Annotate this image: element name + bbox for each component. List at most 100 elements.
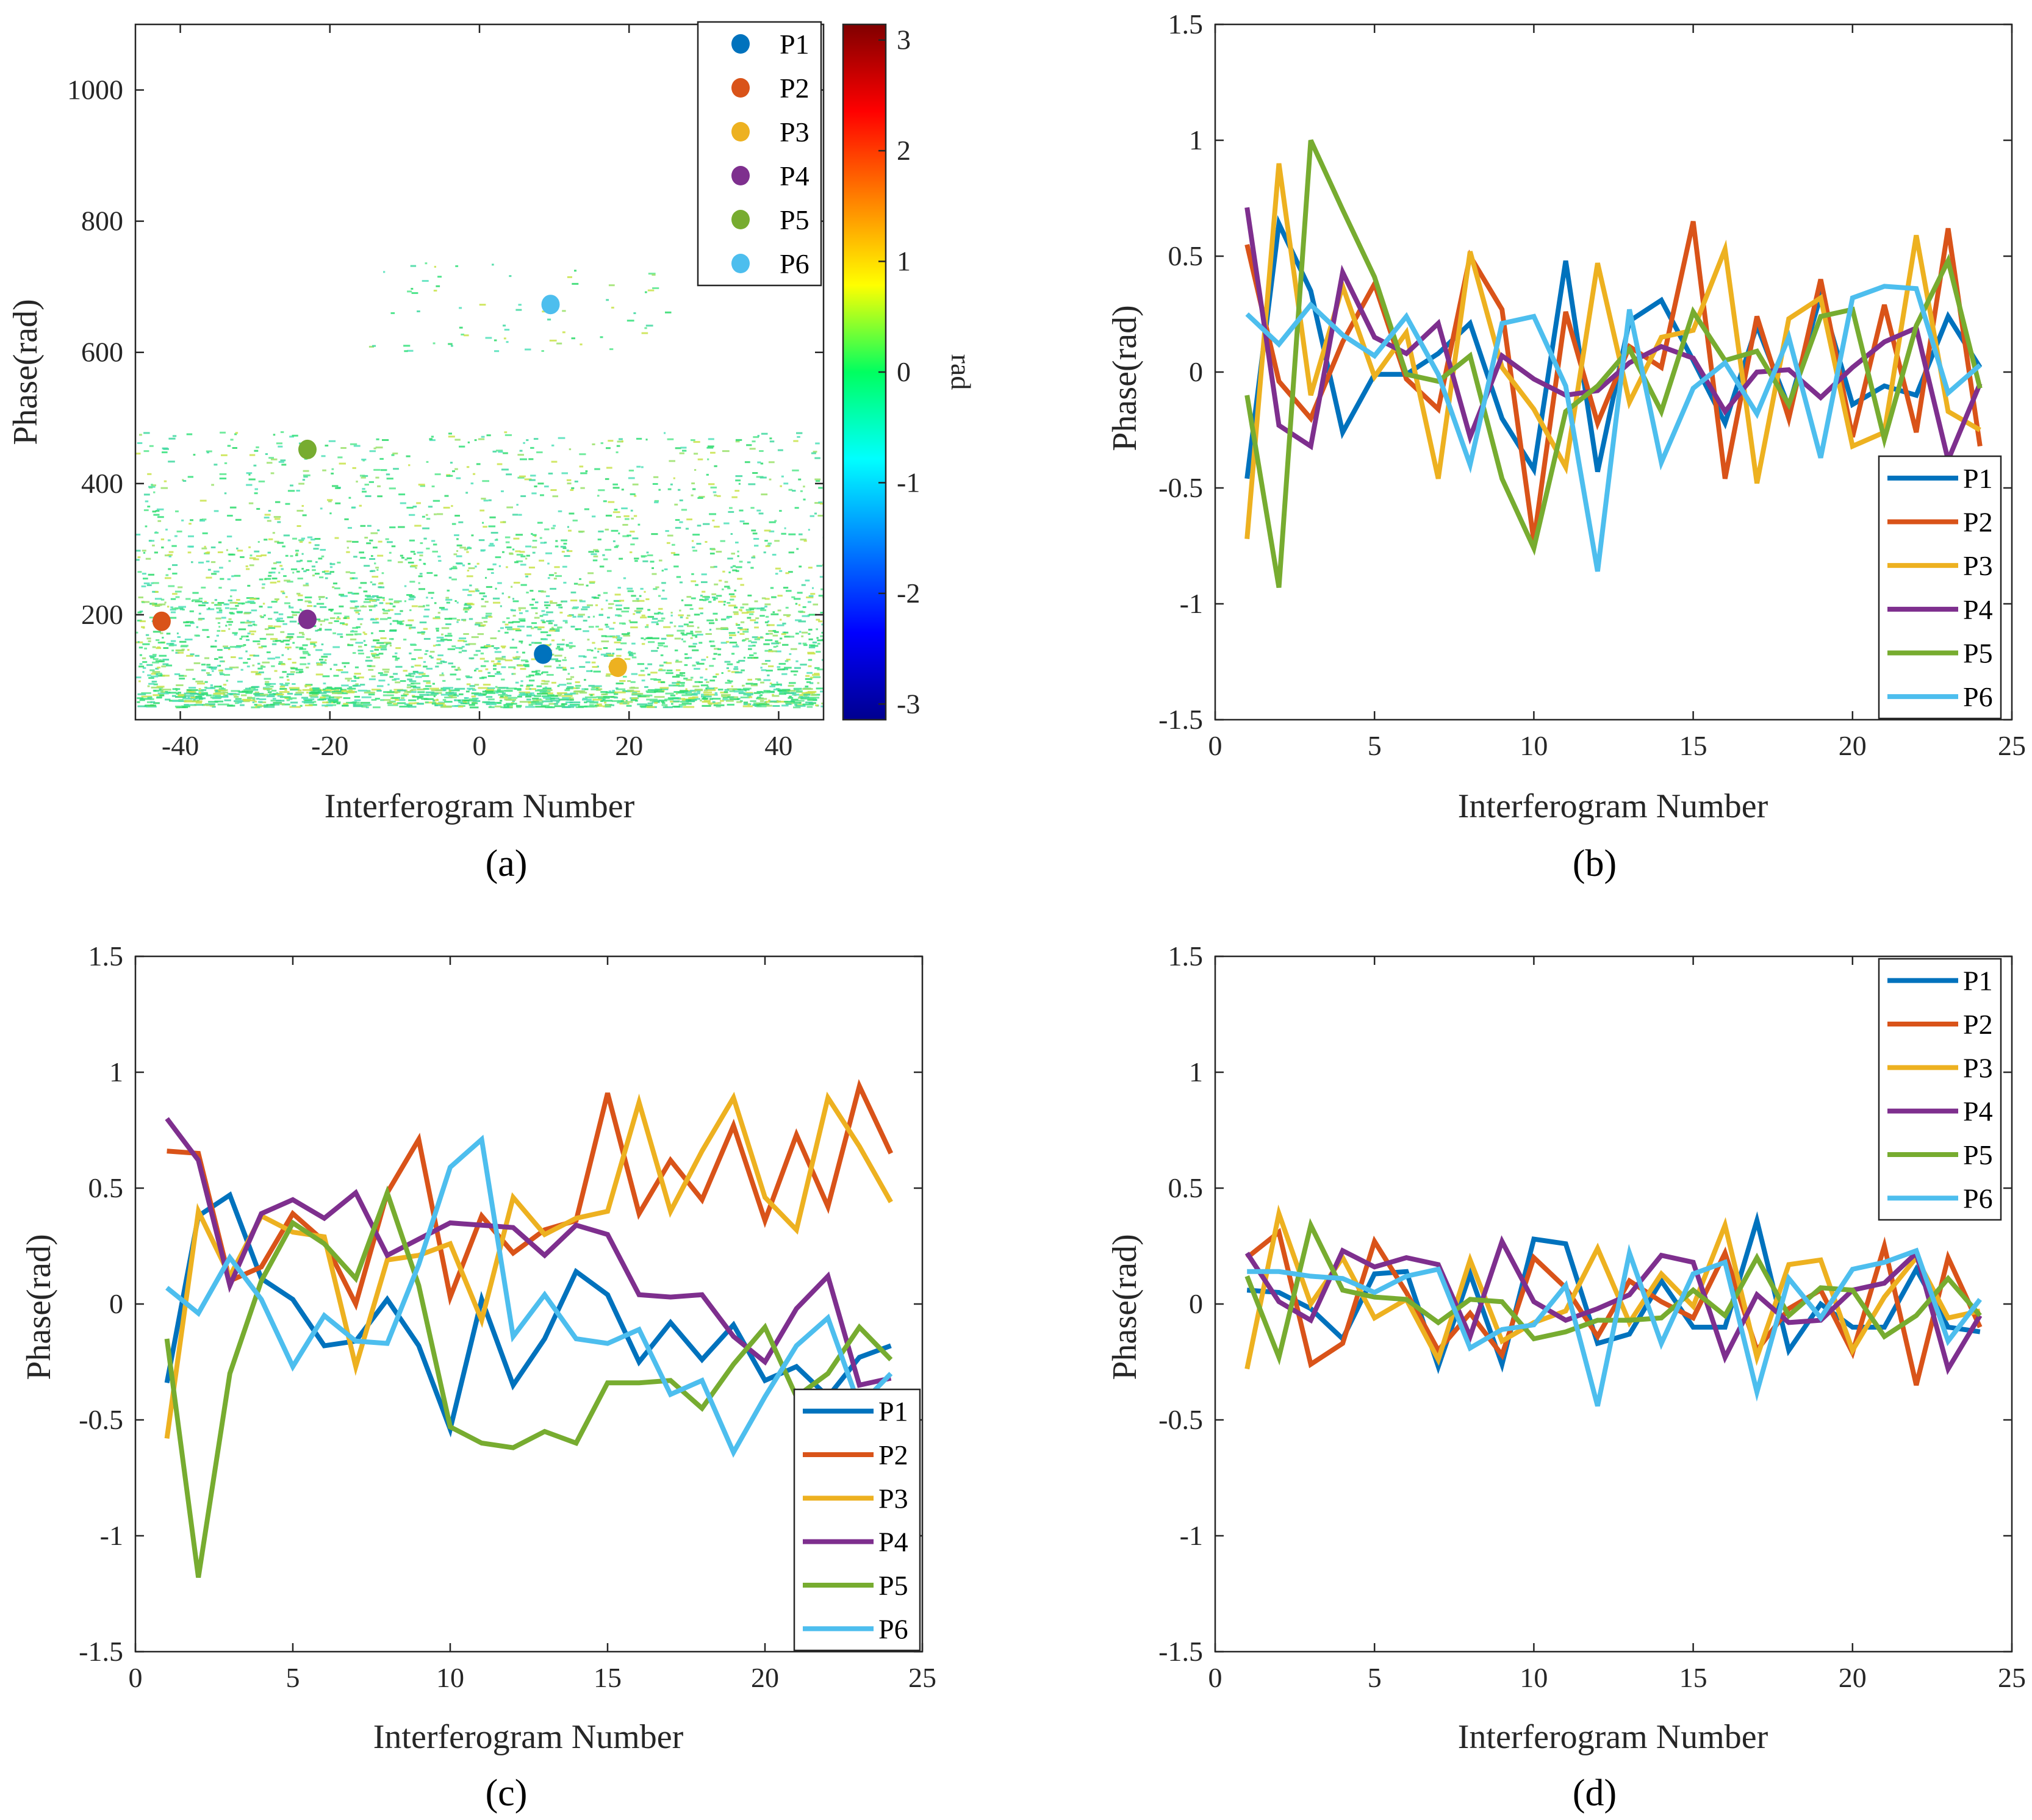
speckle (801, 635, 804, 637)
speckle (137, 697, 144, 700)
speckle (717, 689, 723, 691)
speckle (292, 704, 296, 707)
speckle (498, 693, 508, 696)
speckle (152, 646, 156, 648)
speckle (696, 543, 702, 545)
speckle (137, 611, 142, 614)
speckle (276, 561, 281, 564)
speckle (719, 579, 722, 582)
speckle (591, 650, 594, 652)
speckle (229, 506, 237, 509)
speckle (336, 617, 341, 620)
speckle (224, 462, 228, 464)
speckle (248, 621, 255, 623)
speckle (679, 452, 684, 454)
speckle (742, 684, 745, 687)
speckle (512, 673, 516, 675)
legend-label-p6: P6 (878, 1613, 908, 1644)
speckle (737, 627, 743, 629)
speckle (748, 483, 756, 485)
speckle (302, 651, 309, 653)
speckle (692, 664, 696, 667)
speckle (747, 694, 752, 697)
speckle (257, 541, 260, 543)
speckle (806, 681, 811, 683)
y-tick-label: 400 (81, 468, 123, 499)
speckle (523, 664, 530, 666)
speckle (711, 548, 716, 551)
speckle (551, 527, 555, 529)
speckle (311, 539, 315, 541)
speckle (690, 676, 694, 679)
speckle (298, 689, 302, 692)
speckle (408, 464, 411, 467)
speckle (137, 705, 146, 708)
speckle (238, 628, 246, 631)
speckle (772, 693, 774, 696)
speckle (703, 700, 711, 702)
speckle (190, 697, 198, 700)
speckle (409, 609, 412, 611)
speckle (679, 499, 683, 501)
speckle (247, 584, 251, 587)
speckle (476, 463, 481, 465)
y-tick-label: 800 (81, 206, 123, 237)
speckle (418, 588, 425, 590)
speckle (433, 645, 436, 647)
speckle (683, 623, 689, 626)
speckle (432, 682, 435, 685)
speckle (574, 481, 578, 482)
speckle (400, 554, 403, 557)
speckle (562, 547, 567, 550)
speckle (712, 698, 721, 700)
speckle (588, 626, 594, 628)
speckle (412, 686, 421, 689)
speckle (734, 672, 742, 674)
speckle (224, 699, 231, 701)
speckle (376, 654, 379, 656)
speckle (255, 693, 264, 695)
speckle (440, 608, 448, 611)
speckle (284, 697, 289, 699)
speckle (275, 656, 281, 659)
speckle (389, 603, 393, 605)
speckle (459, 693, 464, 695)
speckle (152, 671, 160, 673)
speckle (365, 595, 371, 597)
speckle (771, 650, 777, 653)
speckle (289, 698, 293, 700)
speckle (292, 683, 296, 685)
speckle (279, 703, 285, 705)
speckle (241, 636, 243, 638)
speckle (440, 639, 448, 641)
speckle (220, 673, 225, 676)
speckle (647, 637, 653, 639)
speckle (543, 690, 551, 693)
speckle (411, 658, 416, 661)
speckle (273, 625, 281, 628)
speckle (319, 576, 324, 579)
speckle (674, 503, 678, 506)
speckle (567, 682, 572, 685)
speckle (292, 642, 295, 644)
speckle (771, 684, 779, 686)
speckle (536, 699, 543, 701)
speckle (426, 604, 430, 607)
speckle (718, 601, 723, 603)
speckle (516, 560, 523, 562)
xlabel-a: Interferogram Number (325, 787, 635, 825)
speckle (616, 516, 621, 518)
speckle (513, 657, 520, 660)
speckle (328, 622, 333, 624)
speckle (353, 684, 359, 687)
speckle (742, 631, 749, 633)
speckle (145, 525, 148, 528)
speckle (489, 703, 497, 706)
speckle (411, 288, 414, 290)
speckle (142, 661, 148, 663)
speckle (464, 611, 468, 613)
speckle (271, 458, 278, 460)
speckle (425, 701, 437, 704)
speckle (545, 706, 555, 709)
speckle (634, 560, 638, 562)
